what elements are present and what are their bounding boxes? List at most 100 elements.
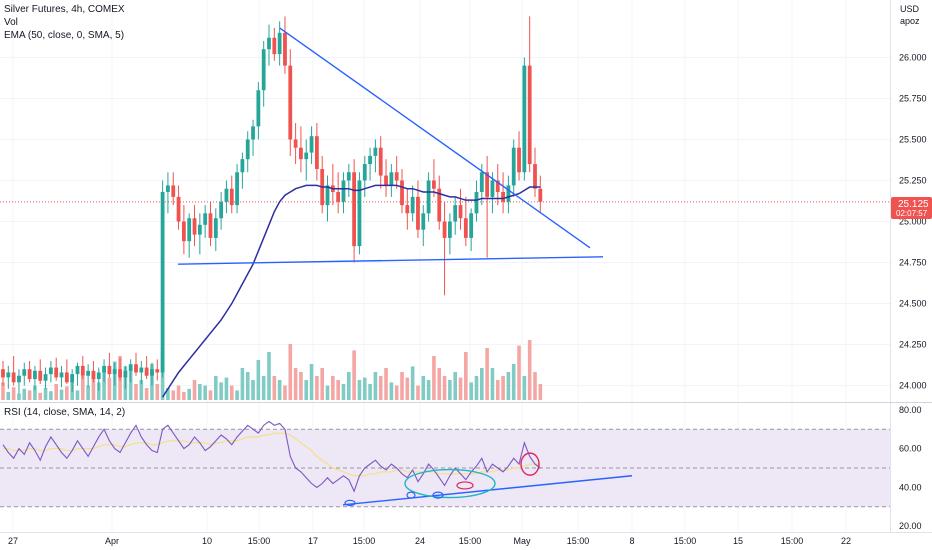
candle-body (426, 180, 431, 214)
candle-body (22, 369, 27, 376)
volume-bar (235, 390, 239, 400)
volume-bar (11, 387, 16, 400)
candle-body (479, 172, 484, 192)
volume-bar (299, 372, 303, 400)
candle-body (245, 139, 250, 160)
time-tick-label: May (513, 536, 531, 546)
candle-body (91, 370, 96, 380)
volume-bar (144, 388, 149, 400)
volume-bar (267, 352, 271, 400)
volume-bar (458, 377, 463, 400)
candle-body (43, 374, 48, 381)
volume-bar (22, 388, 27, 400)
volume-title: Vol (4, 17, 18, 28)
volume-bar (527, 340, 532, 400)
candle-body (181, 221, 186, 242)
volume-bar (320, 368, 324, 400)
volume-bars (1, 340, 543, 400)
volume-bar (128, 369, 133, 400)
candle-body (144, 367, 149, 376)
ema-title: EMA (50, close, 0, SMA, 5) (4, 30, 125, 41)
candle-body (490, 180, 495, 197)
candle-body (416, 196, 420, 230)
user-drawings[interactable] (177, 27, 633, 507)
volume-bar (208, 390, 213, 400)
volume-bar (506, 372, 511, 400)
rsi-mark-blue (406, 491, 416, 499)
volume-bar (17, 393, 21, 400)
price-axis[interactable]: 26.000 25.750 25.500 25.250 25.000 24.750 24.5… (899, 52, 927, 390)
candle-body (362, 164, 367, 181)
price-axis-currency: USD (900, 4, 920, 14)
volume-bar (187, 388, 191, 400)
time-tick-label: 15 (733, 536, 743, 546)
volume-bar (469, 382, 473, 400)
candle-body (150, 369, 154, 376)
candle-body (6, 372, 11, 378)
candle-body (251, 126, 255, 140)
candle-body (293, 139, 298, 148)
candle-body (533, 164, 537, 189)
time-tick-label: 10 (202, 536, 212, 546)
volume-legend[interactable]: Vol (4, 17, 20, 28)
candle-body (511, 147, 516, 186)
candle-body (267, 37, 271, 50)
volume-bar (91, 372, 96, 400)
volume-bar (347, 372, 351, 400)
candle-body (224, 188, 229, 202)
candle-body (102, 365, 106, 373)
volume-bar (368, 384, 372, 400)
rsi-legend[interactable]: RSI (14, close, SMA, 14, 2) (4, 407, 127, 418)
volume-bar (336, 380, 340, 400)
candle-body (17, 375, 21, 383)
rsi-tick-label: 40.00 (899, 482, 922, 492)
volume-bar (65, 386, 69, 400)
volume-bar (1, 382, 5, 400)
price-axis-scale-mode[interactable]: apoz (900, 16, 920, 26)
candle-body (240, 159, 245, 173)
volume-bar (522, 376, 527, 400)
volume-bar (453, 372, 457, 400)
price-tick-label: 24.250 (899, 340, 927, 350)
volume-bar (288, 344, 293, 400)
ema-legend[interactable]: EMA (50, close, 0, SMA, 5) (4, 30, 126, 41)
symbol-legend[interactable]: Silver Futures, 4h, COMEX (4, 4, 127, 15)
time-tick-label: 15:00 (781, 536, 804, 546)
candle-body (197, 224, 202, 235)
candle-body (538, 188, 543, 202)
candle-body (437, 188, 442, 222)
volume-bar (426, 380, 431, 400)
rsi-tick-label: 60.00 (899, 444, 922, 454)
price-candles (1, 16, 543, 394)
time-tick-label: 17 (308, 536, 318, 546)
volume-bar (214, 376, 218, 400)
ema-line (161, 184, 541, 398)
rsi-axis[interactable]: 80.00 60.00 40.00 20.00 (899, 405, 922, 531)
volume-bar (277, 380, 282, 400)
candle-body (373, 147, 378, 156)
descending-trendline (279, 27, 591, 249)
candle-body (33, 370, 37, 380)
candle-body (458, 205, 463, 219)
candle-body (123, 370, 128, 378)
candle-body (176, 196, 181, 222)
candle-body (299, 147, 303, 160)
time-tick-label: Apr (105, 536, 119, 546)
volume-bar (432, 356, 436, 400)
volume-bar (27, 390, 32, 400)
candle-body (469, 213, 474, 238)
candle-body (453, 205, 458, 222)
volume-bar (54, 384, 58, 400)
volume-bar (501, 376, 505, 400)
price-tick-label: 24.500 (899, 299, 927, 309)
time-tick-label: 15:00 (674, 536, 697, 546)
volume-bar (309, 364, 314, 400)
time-axis[interactable]: 27 Apr 10 15:00 17 15:00 24 15:00 May 15:00 8 15:00… (8, 536, 851, 546)
candle-body (384, 175, 388, 186)
volume-bar (416, 385, 420, 400)
candle-body (394, 172, 399, 181)
volume-bar (448, 380, 452, 400)
volume-bar (81, 376, 85, 400)
time-tick-label: 8 (629, 536, 634, 546)
